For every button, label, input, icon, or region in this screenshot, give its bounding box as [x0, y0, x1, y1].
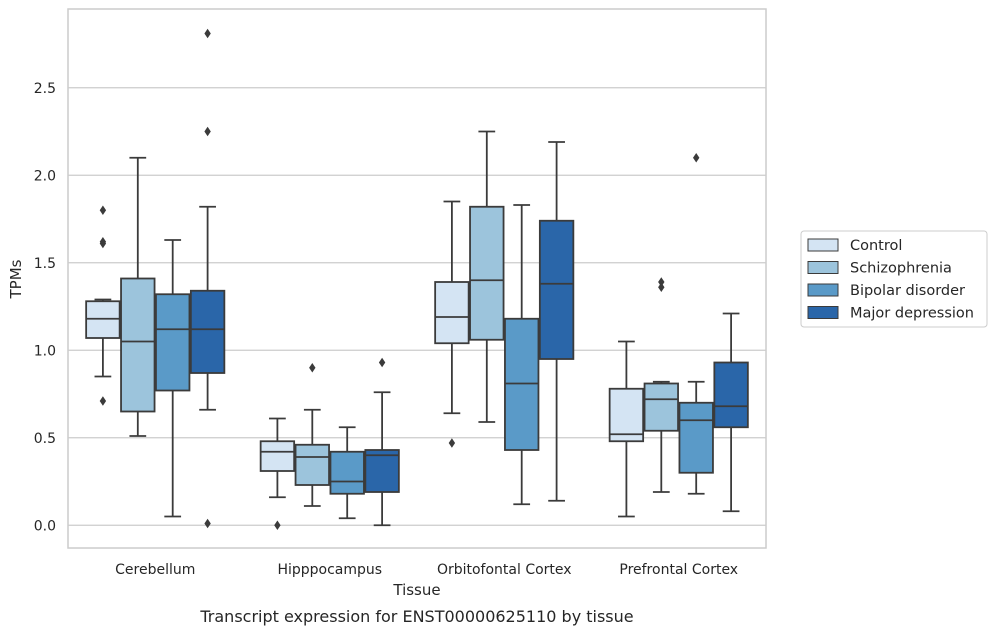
legend-items: Control Schizophrenia Bipolar disorder Majo… — [807, 238, 974, 322]
chart-caption: Transcript expression for ENST0000062511… — [199, 607, 633, 626]
box-control — [608, 340, 645, 518]
box-iqr — [538, 219, 575, 360]
y-tick-label: 2.5 — [34, 81, 56, 97]
outlier-point — [204, 126, 211, 137]
box-major-depression — [538, 141, 575, 502]
x-tick-label: Prefrontal Cortex — [619, 562, 738, 578]
outlier-point — [274, 520, 281, 531]
box-iqr — [469, 205, 505, 341]
box-control — [259, 417, 296, 531]
legend-swatch — [807, 238, 839, 252]
outlier-point — [658, 282, 665, 293]
box-iqr — [643, 382, 679, 432]
box-iqr — [189, 289, 226, 374]
box-control — [85, 205, 121, 406]
box-iqr — [434, 281, 470, 345]
box-iqr — [678, 401, 714, 474]
y-tick-label: 1.5 — [34, 256, 56, 272]
box-iqr — [294, 443, 330, 486]
box-bipolar-disorder — [678, 152, 714, 495]
legend-swatch — [807, 261, 839, 274]
outlier-point — [99, 238, 107, 249]
box-schizophrenia — [469, 130, 505, 423]
box-iqr — [713, 361, 749, 429]
outlier-point — [658, 277, 665, 287]
box-major-depression — [713, 312, 749, 513]
legend: Control Schizophrenia Bipolar disorder Majo… — [800, 230, 988, 328]
box-iqr — [120, 277, 156, 413]
outlier-point — [693, 152, 700, 163]
box-iqr — [608, 387, 645, 443]
box-major-depression — [189, 28, 226, 529]
y-tick-label: 0.0 — [34, 518, 56, 534]
outlier-point — [378, 357, 386, 368]
x-axis-label: Tissue — [392, 581, 440, 599]
outlier-point — [99, 396, 107, 406]
box-iqr — [364, 449, 400, 493]
legend-label: Bipolar disorder — [850, 283, 965, 299]
box-iqr — [259, 440, 296, 472]
box-major-depression — [364, 357, 400, 527]
box-schizophrenia — [120, 156, 156, 437]
legend-label: Schizophrenia — [850, 261, 952, 277]
box-bipolar-disorder — [155, 239, 191, 518]
legend-frame — [800, 230, 988, 328]
box-control — [434, 200, 470, 448]
box-schizophrenia — [643, 277, 679, 493]
x-tick-label: Cerebellum — [115, 562, 195, 578]
box-bipolar-disorder — [329, 426, 365, 520]
x-tick-labels: Cerebellum Hipppocampus Orbitofontal Corte… — [115, 562, 738, 578]
legend-label: Major depression — [850, 306, 974, 322]
outlier-point — [309, 362, 316, 373]
box-schizophrenia — [294, 362, 330, 507]
plot-frame — [67, 8, 767, 549]
x-tick-label: Hipppocampus — [277, 562, 382, 578]
x-tick-label: Orbitofontal Cortex — [437, 562, 572, 578]
y-tick-label: 2.0 — [34, 168, 56, 184]
outlier-point — [204, 518, 211, 529]
box-groups — [85, 28, 749, 531]
y-axis-label: TPMs — [7, 259, 25, 299]
y-tick-label: 0.5 — [34, 431, 56, 447]
outlier-point — [99, 205, 107, 216]
y-tick-label: 1.0 — [34, 343, 56, 359]
box-iqr — [155, 293, 191, 392]
legend-swatch — [807, 306, 839, 319]
box-bipolar-disorder — [504, 204, 540, 506]
legend-swatch — [807, 283, 839, 297]
outlier-point — [448, 438, 456, 448]
outlier-point — [204, 28, 211, 39]
legend-label: Control — [850, 238, 902, 254]
box-iqr — [329, 450, 365, 495]
y-tick-labels: 0.0 0.5 1.0 1.5 2.0 2.5 — [34, 81, 56, 535]
